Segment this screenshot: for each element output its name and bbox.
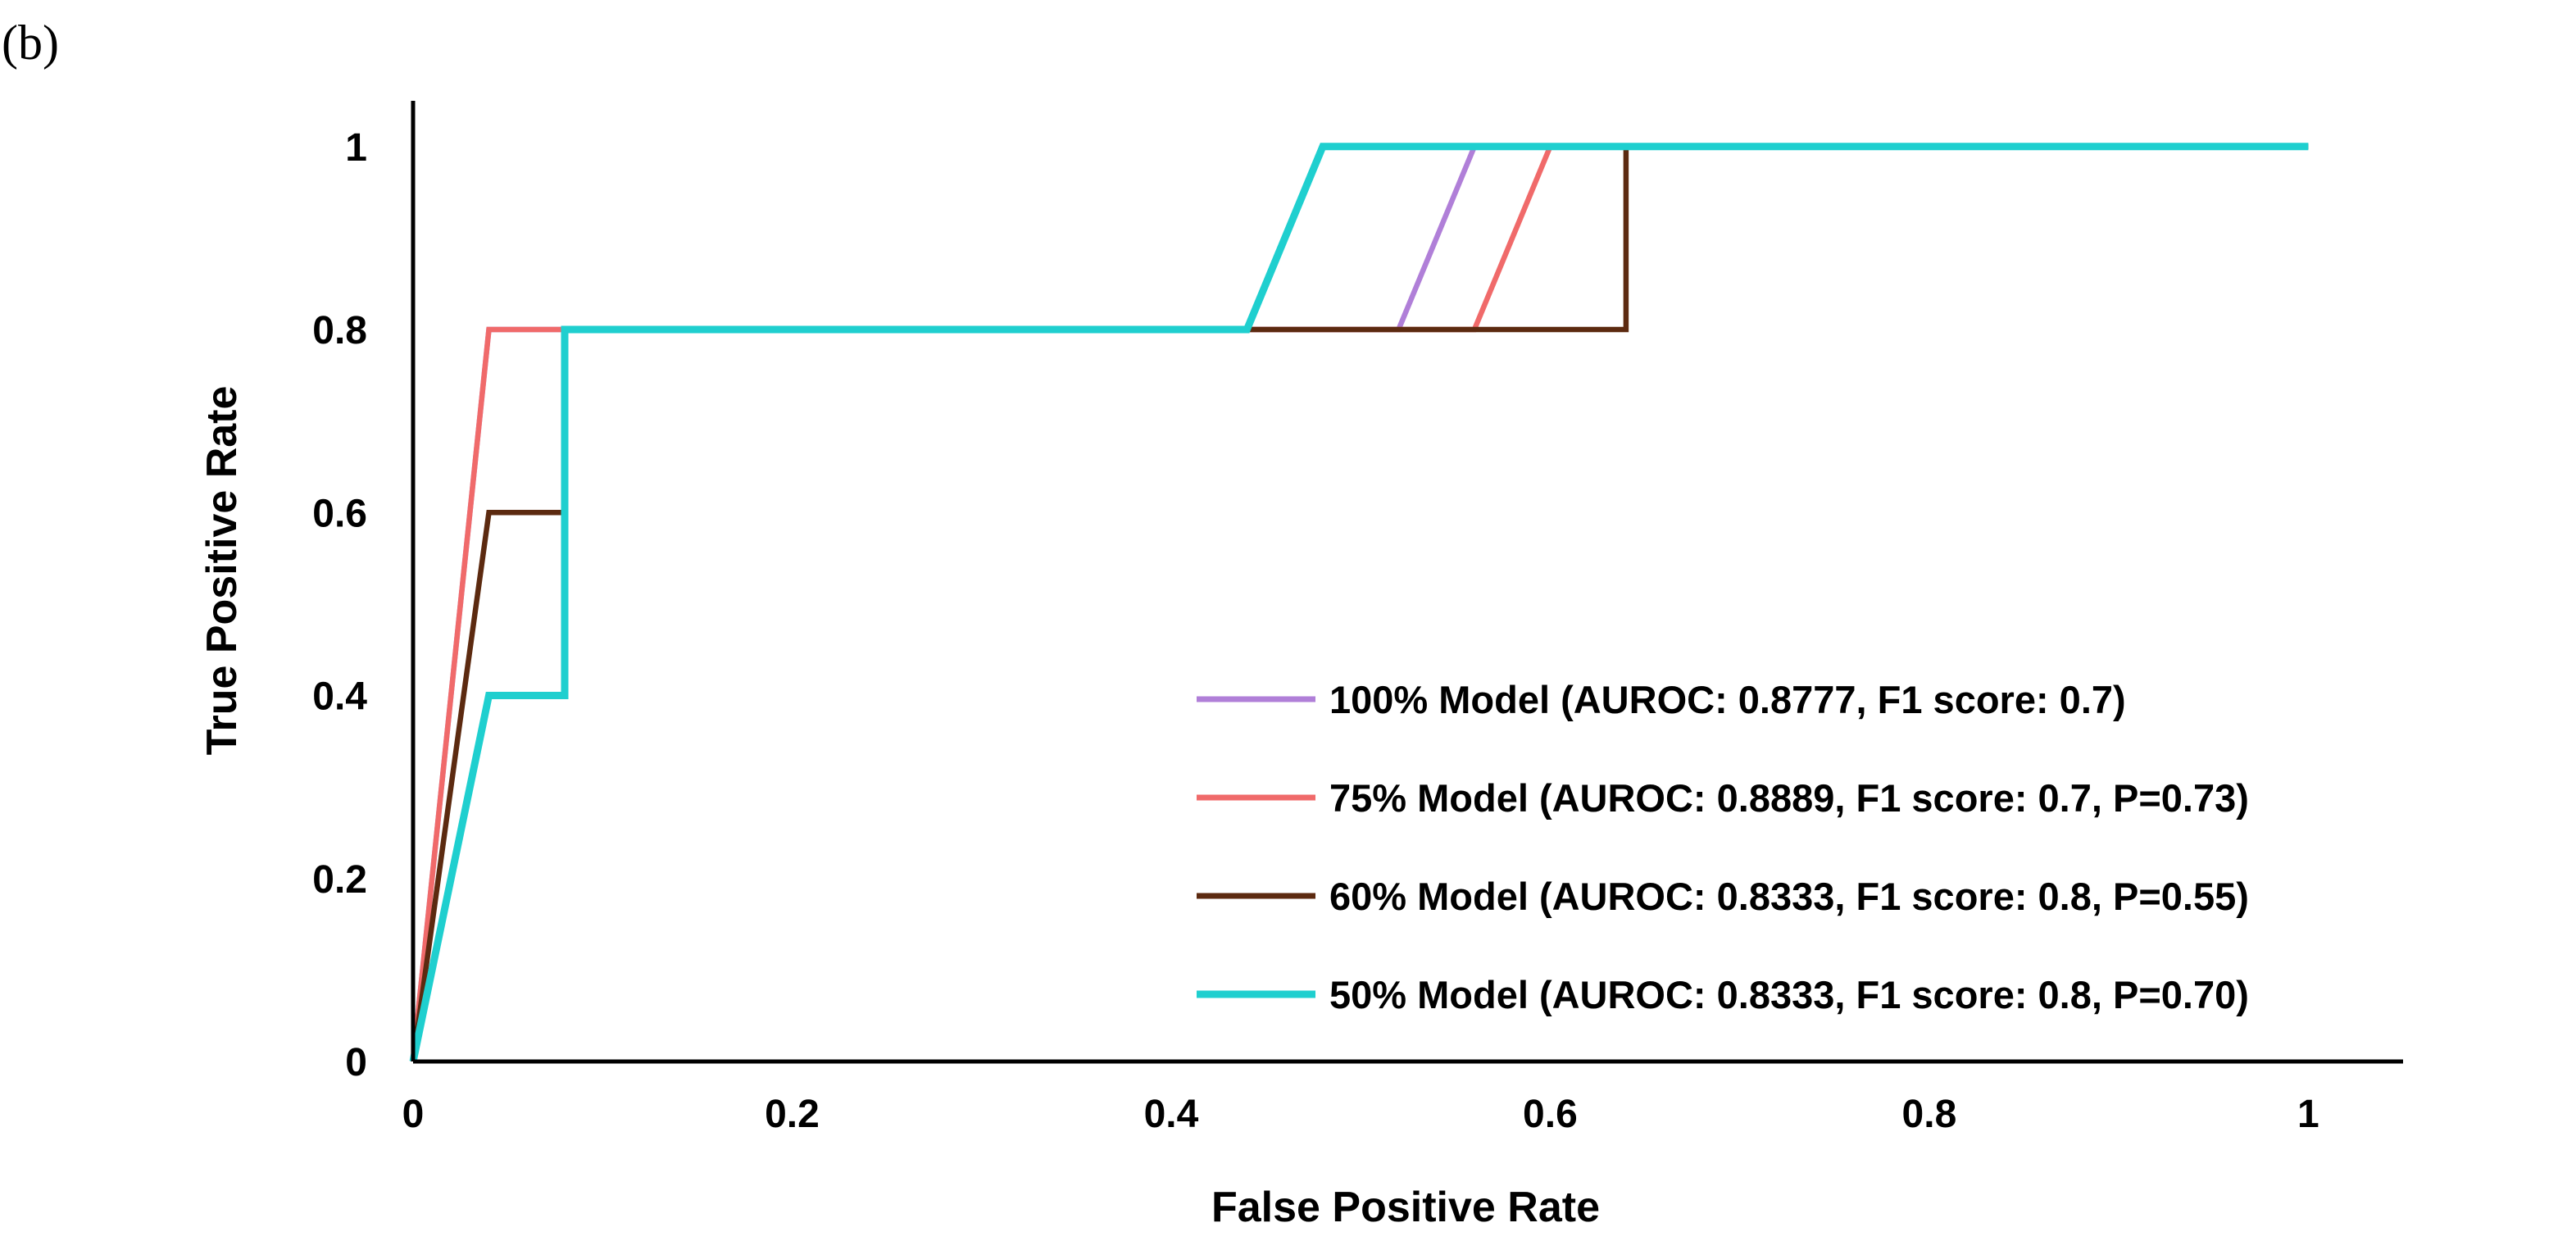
y-tick-label: 0.6	[312, 492, 367, 535]
series-line-2	[410, 143, 2309, 1062]
x-tick-label: 0.2	[765, 1093, 820, 1136]
y-tick-label: 0	[345, 1041, 367, 1084]
x-tick-label: 0.6	[1523, 1093, 1578, 1136]
series-line-3	[410, 143, 2309, 1062]
x-tick-label: 1	[2297, 1093, 2319, 1136]
legend-label-2: 75% Model (AUROC: 0.8889, F1 score: 0.7,…	[1329, 776, 2249, 820]
series-line-4	[409, 143, 2309, 1062]
series-line-1	[410, 143, 2309, 1062]
x-tick-label: 0.4	[1144, 1093, 1199, 1136]
series-layer	[409, 143, 2309, 1062]
x-tick-label: 0	[402, 1093, 425, 1136]
y-tick-label: 0.4	[312, 675, 367, 719]
y-tick-labels: 0 0.2 0.4 0.6 0.8 1	[312, 126, 367, 1084]
legend-label-1: 100% Model (AUROC: 0.8777, F1 score: 0.7…	[1329, 678, 2126, 721]
y-axis-title: True Positive Rate	[198, 386, 246, 756]
legend-label-3: 60% Model (AUROC: 0.8333, F1 score: 0.8,…	[1329, 875, 2249, 918]
y-tick-label: 0.2	[312, 858, 367, 902]
y-tick-label: 0.8	[312, 309, 367, 352]
x-tick-label: 0.8	[1902, 1093, 1957, 1136]
y-tick-label: 1	[345, 126, 367, 170]
x-tick-labels: 0 0.2 0.4 0.6 0.8 1	[402, 1093, 2319, 1136]
legend-label-4: 50% Model (AUROC: 0.8333, F1 score: 0.8,…	[1329, 973, 2249, 1016]
x-axis-title: False Positive Rate	[1211, 1184, 1600, 1231]
legend: 100% Model (AUROC: 0.8777, F1 score: 0.7…	[1197, 678, 2249, 1016]
panel-label: (b)	[2, 16, 59, 70]
